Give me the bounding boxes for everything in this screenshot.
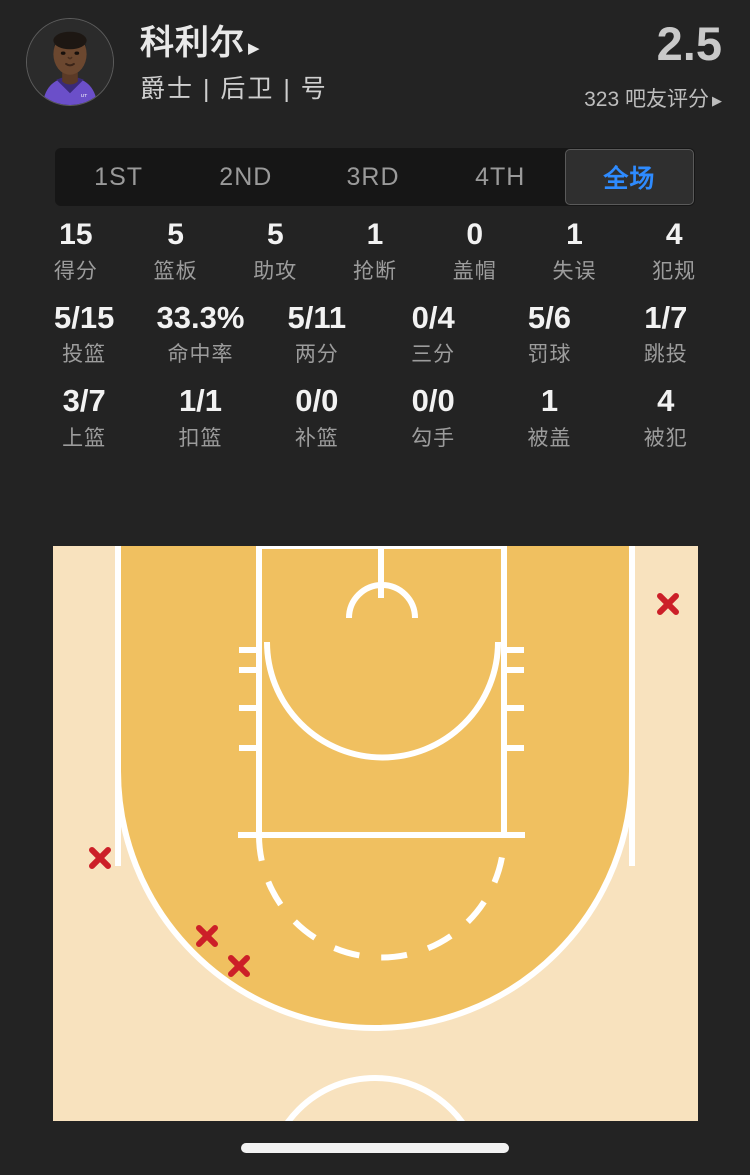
stat-fouls: 4 犯规 <box>624 218 724 282</box>
stat-label: 犯规 <box>652 259 697 283</box>
lane-hash-marks-left <box>239 647 259 751</box>
svg-text:UT: UT <box>81 93 88 99</box>
rating-count-label: 323 吧友评分 <box>584 88 709 111</box>
rating-block[interactable]: 2.5 323 吧友评分 ▶ <box>584 14 728 110</box>
player-headshot-image: UT <box>27 19 113 105</box>
stats-panel: 15 得分 5 篮板 5 助攻 1 抢断 0 盖帽 1 失误 <box>0 218 750 468</box>
stat-value: 1 <box>540 383 559 419</box>
home-indicator <box>241 1143 509 1153</box>
stat-points: 15 得分 <box>26 218 126 282</box>
avatar[interactable]: UT <box>26 18 114 106</box>
tab-4th[interactable]: 4TH <box>475 162 526 191</box>
stat-value: 1/1 <box>178 383 223 419</box>
chevron-right-icon: ▶ <box>248 39 260 57</box>
stat-layups: 3/7 上篮 <box>26 384 142 449</box>
stat-free-throws: 5/6 罚球 <box>491 299 607 367</box>
stat-label: 两分 <box>294 343 339 367</box>
player-name-row[interactable]: 科利尔 ▶ <box>140 26 584 60</box>
tab-3rd[interactable]: 3RD <box>346 162 400 191</box>
shot-missed-marker <box>89 847 111 869</box>
stat-value: 4 <box>657 383 675 419</box>
rating-count-link[interactable]: 323 吧友评分 ▶ <box>584 89 722 110</box>
stat-label: 助攻 <box>253 259 298 283</box>
stat-value: 4 <box>665 218 683 251</box>
stat-dunks: 1/1 扣篮 <box>142 384 258 449</box>
stat-value: 33.3% <box>156 299 245 335</box>
stat-label: 勾手 <box>411 427 456 451</box>
stat-label: 罚球 <box>527 343 572 367</box>
stats-row-basic: 15 得分 5 篮板 5 助攻 1 抢断 0 盖帽 1 失误 <box>0 218 750 282</box>
stat-label: 三分 <box>411 343 456 367</box>
center-circle <box>285 1075 465 1121</box>
stat-label: 得分 <box>53 259 98 283</box>
period-tab-bar: 1ST 2ND 3RD 4TH 全场 <box>55 148 695 206</box>
shot-missed-marker <box>657 593 679 615</box>
player-team-position: 爵士 | 后卫 | 号 <box>140 75 328 103</box>
free-throw-circle-dashed <box>256 834 507 961</box>
stat-value: 5 <box>167 218 184 251</box>
hoop-arc <box>346 582 418 619</box>
stat-label: 盖帽 <box>452 259 497 283</box>
chevron-right-icon: ▶ <box>712 93 722 108</box>
stat-shots-blocked: 1 被盖 <box>491 384 607 449</box>
stat-value: 5/6 <box>527 299 572 335</box>
restricted-area-arc <box>264 641 501 761</box>
stat-value: 5/15 <box>53 299 115 335</box>
stat-blocks: 0 盖帽 <box>425 218 525 282</box>
stat-assists: 5 助攻 <box>225 218 325 282</box>
stat-steals: 1 抢断 <box>325 218 425 282</box>
page-title: 科利尔 <box>140 24 245 62</box>
rating-score: 2.5 <box>656 17 722 70</box>
stat-value: 15 <box>59 218 93 251</box>
shot-chart[interactable] <box>53 546 698 1121</box>
stat-label: 篮板 <box>153 259 198 283</box>
stat-value: 5 <box>266 218 284 251</box>
stat-label: 命中率 <box>167 343 234 367</box>
player-header: UT 科利尔 ▶ 爵士 | 后卫 | 号 2.5 323 吧友评分 ▶ <box>0 0 750 132</box>
stat-three-pointers: 0/4 三分 <box>375 299 491 367</box>
stat-putbacks: 0/0 补篮 <box>259 384 375 449</box>
basketball-court-diagram <box>53 546 698 1121</box>
lane-hash-marks-right <box>504 647 524 751</box>
stat-label: 失误 <box>552 259 597 283</box>
stat-value: 0 <box>466 218 484 251</box>
stat-label: 补篮 <box>294 427 339 451</box>
shot-missed-marker <box>228 955 250 977</box>
stat-value: 5/11 <box>287 299 347 335</box>
tab-full-game[interactable]: 全场 <box>564 149 695 205</box>
stat-hook-shots: 0/0 勾手 <box>375 384 491 449</box>
stat-value: 0/4 <box>411 299 455 335</box>
stat-label: 被犯 <box>643 427 688 451</box>
stat-rebounds: 5 篮板 <box>126 218 226 282</box>
shot-markers <box>89 593 679 977</box>
stat-field-goal-pct: 33.3% 命中率 <box>142 299 258 367</box>
stat-field-goals: 5/15 投篮 <box>26 299 142 367</box>
stat-value: 1 <box>566 218 583 251</box>
stat-value: 0/0 <box>295 383 339 419</box>
stat-turnovers: 1 失误 <box>525 218 625 282</box>
stat-label: 上篮 <box>62 427 107 451</box>
shot-missed-markers <box>89 593 679 977</box>
stat-value: 0/0 <box>411 383 455 419</box>
stat-two-pointers: 5/11 两分 <box>259 299 375 367</box>
stat-label: 投篮 <box>62 343 107 367</box>
stats-row-shot-types: 3/7 上篮 1/1 扣篮 0/0 补篮 0/0 勾手 1 被盖 4 被犯 <box>0 384 750 449</box>
tab-1st[interactable]: 1ST <box>94 162 144 191</box>
stat-value: 1/7 <box>644 299 688 335</box>
stat-label: 抢断 <box>353 259 398 283</box>
stats-row-shooting: 5/15 投篮 33.3% 命中率 5/11 两分 0/4 三分 5/6 罚球 … <box>0 299 750 367</box>
stat-label: 扣篮 <box>178 427 223 451</box>
shot-missed-marker <box>196 925 218 947</box>
three-point-line <box>115 770 635 1031</box>
paint-key <box>256 546 507 838</box>
stat-value: 1 <box>366 218 384 251</box>
player-identity: 科利尔 ▶ 爵士 | 后卫 | 号 <box>140 14 584 102</box>
stat-fouls-drawn: 4 被犯 <box>608 384 724 449</box>
tab-2nd[interactable]: 2ND <box>219 162 273 191</box>
stat-label: 跳投 <box>643 343 688 367</box>
stat-jump-shots: 1/7 跳投 <box>608 299 724 367</box>
stat-label: 被盖 <box>527 427 572 451</box>
stat-value: 3/7 <box>62 383 106 419</box>
